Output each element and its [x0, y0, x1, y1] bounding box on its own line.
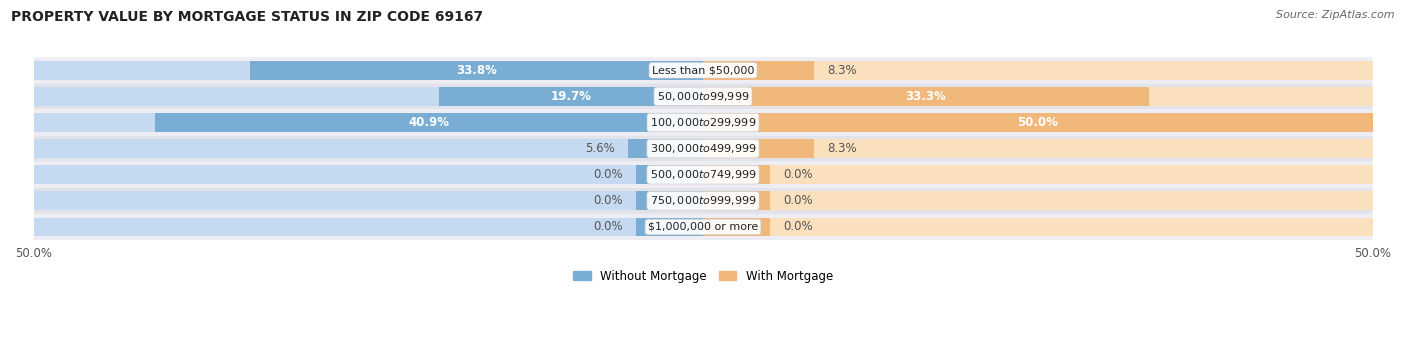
Text: 0.0%: 0.0%: [783, 194, 813, 207]
Text: 33.8%: 33.8%: [457, 64, 498, 77]
Bar: [703, 61, 1372, 80]
Text: 0.0%: 0.0%: [783, 168, 813, 181]
Bar: [703, 61, 814, 80]
Bar: [703, 87, 1149, 106]
Text: 8.3%: 8.3%: [828, 64, 858, 77]
Text: 0.0%: 0.0%: [783, 221, 813, 234]
FancyBboxPatch shape: [34, 109, 1372, 136]
Text: $100,000 to $299,999: $100,000 to $299,999: [650, 116, 756, 129]
Text: 40.9%: 40.9%: [409, 116, 450, 129]
Text: 50.0%: 50.0%: [1018, 116, 1059, 129]
Bar: [636, 165, 703, 184]
Text: 33.3%: 33.3%: [905, 90, 946, 103]
Text: 19.7%: 19.7%: [551, 90, 592, 103]
Text: $750,000 to $999,999: $750,000 to $999,999: [650, 194, 756, 207]
Bar: [703, 139, 814, 158]
Bar: [703, 113, 1372, 132]
Bar: [703, 218, 770, 236]
Bar: [703, 218, 1372, 236]
Legend: Without Mortgage, With Mortgage: Without Mortgage, With Mortgage: [568, 265, 838, 287]
Bar: [628, 139, 703, 158]
FancyBboxPatch shape: [34, 57, 1372, 83]
Bar: [703, 113, 1372, 132]
Text: $50,000 to $99,999: $50,000 to $99,999: [657, 90, 749, 103]
Bar: [155, 113, 703, 132]
Bar: [34, 165, 703, 184]
Text: 0.0%: 0.0%: [593, 194, 623, 207]
Text: 5.6%: 5.6%: [585, 142, 614, 155]
Bar: [34, 61, 703, 80]
FancyBboxPatch shape: [34, 136, 1372, 162]
Bar: [636, 218, 703, 236]
Text: PROPERTY VALUE BY MORTGAGE STATUS IN ZIP CODE 69167: PROPERTY VALUE BY MORTGAGE STATUS IN ZIP…: [11, 10, 484, 24]
Text: 0.0%: 0.0%: [593, 168, 623, 181]
Text: Source: ZipAtlas.com: Source: ZipAtlas.com: [1277, 10, 1395, 20]
Bar: [703, 165, 1372, 184]
Text: $300,000 to $499,999: $300,000 to $499,999: [650, 142, 756, 155]
Text: $1,000,000 or more: $1,000,000 or more: [648, 222, 758, 232]
Bar: [34, 87, 703, 106]
Bar: [703, 191, 1372, 210]
Text: Less than $50,000: Less than $50,000: [652, 65, 754, 75]
Bar: [250, 61, 703, 80]
Bar: [703, 191, 770, 210]
FancyBboxPatch shape: [34, 214, 1372, 240]
Text: $500,000 to $749,999: $500,000 to $749,999: [650, 168, 756, 181]
Bar: [34, 139, 703, 158]
FancyBboxPatch shape: [34, 162, 1372, 188]
Bar: [34, 191, 703, 210]
Bar: [439, 87, 703, 106]
FancyBboxPatch shape: [34, 188, 1372, 214]
Bar: [703, 139, 1372, 158]
Bar: [34, 218, 703, 236]
Text: 8.3%: 8.3%: [828, 142, 858, 155]
FancyBboxPatch shape: [34, 83, 1372, 109]
Bar: [636, 191, 703, 210]
Bar: [703, 87, 1372, 106]
Text: 0.0%: 0.0%: [593, 221, 623, 234]
Bar: [34, 113, 703, 132]
Bar: [703, 165, 770, 184]
